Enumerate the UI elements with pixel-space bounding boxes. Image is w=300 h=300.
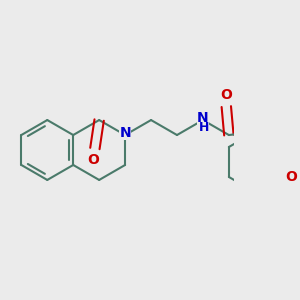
Text: N: N (197, 111, 209, 125)
Text: O: O (87, 153, 99, 167)
Text: H: H (199, 121, 209, 134)
Text: O: O (285, 170, 297, 184)
Text: N: N (119, 126, 131, 140)
Text: O: O (220, 88, 232, 102)
